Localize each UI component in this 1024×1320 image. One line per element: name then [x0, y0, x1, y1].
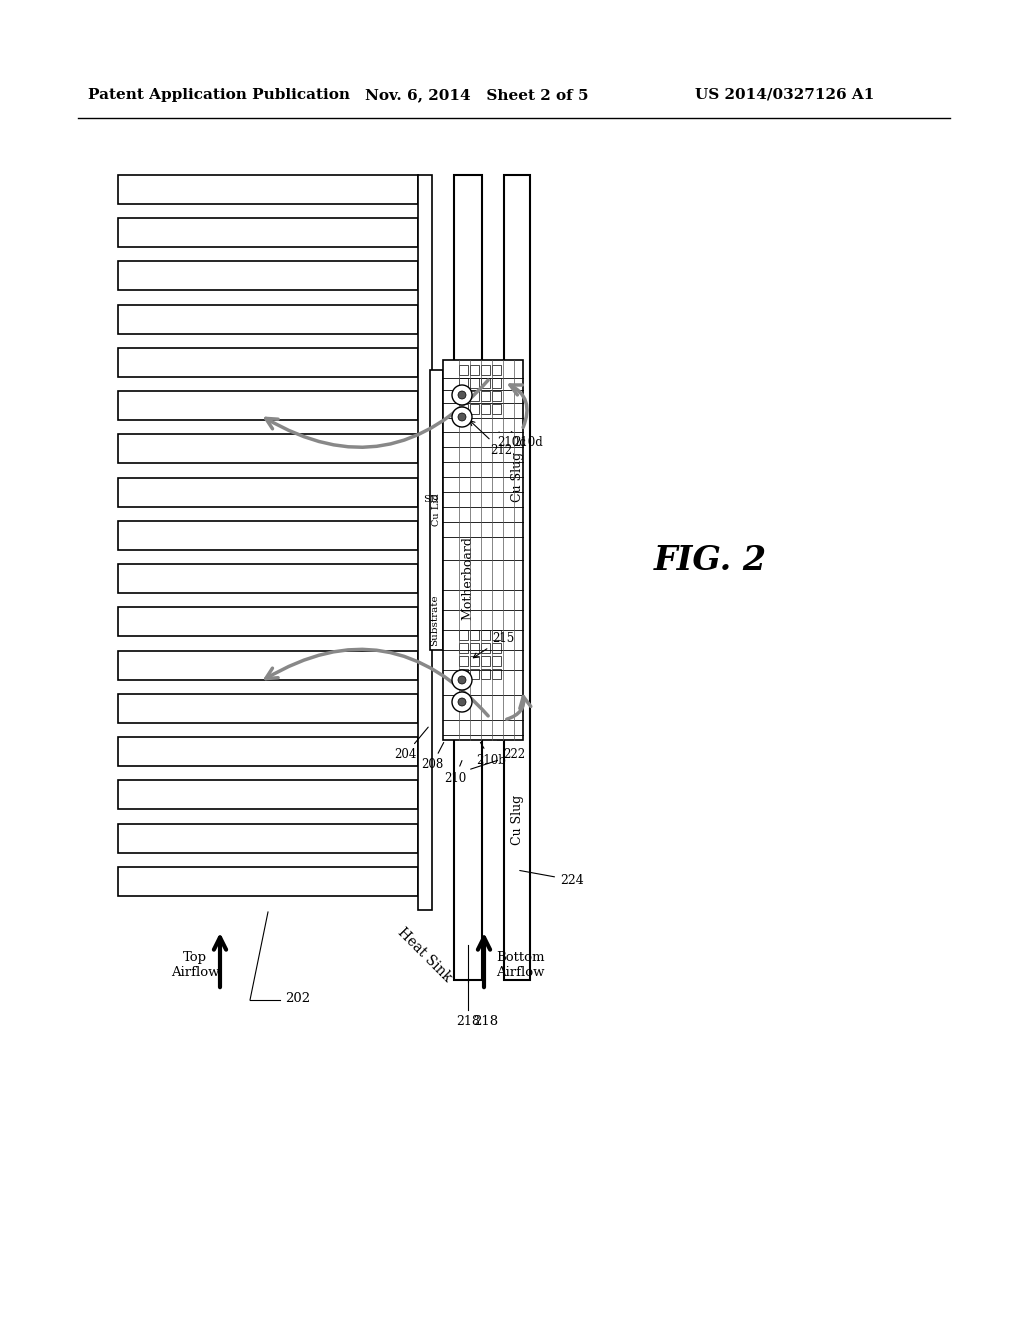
Bar — [118, 521, 418, 550]
Bar — [470, 366, 479, 375]
Bar — [118, 434, 418, 463]
Bar — [481, 378, 490, 388]
Bar — [118, 737, 418, 766]
Bar — [492, 643, 501, 653]
Bar — [504, 176, 530, 979]
Bar — [470, 656, 479, 667]
Bar — [492, 391, 501, 401]
Text: 210b: 210b — [476, 742, 506, 767]
Bar — [118, 824, 418, 853]
Text: Nov. 6, 2014   Sheet 2 of 5: Nov. 6, 2014 Sheet 2 of 5 — [365, 88, 589, 102]
Bar — [470, 391, 479, 401]
Bar — [492, 378, 501, 388]
Text: FIG. 2: FIG. 2 — [653, 544, 767, 577]
Bar — [118, 651, 418, 680]
Bar — [470, 630, 479, 640]
Text: 204: 204 — [394, 727, 428, 762]
Bar — [459, 391, 468, 401]
Bar — [481, 643, 490, 653]
Bar — [118, 391, 418, 420]
Bar — [481, 366, 490, 375]
Bar — [118, 780, 418, 809]
Text: 212: 212 — [470, 421, 512, 457]
Text: 218: 218 — [473, 1015, 498, 1028]
Bar — [118, 348, 418, 378]
Bar — [492, 669, 501, 678]
Bar — [443, 360, 523, 741]
Bar — [118, 305, 418, 334]
Bar — [470, 643, 479, 653]
Text: Top
Airflow: Top Airflow — [171, 950, 219, 979]
Text: Cu Slug: Cu Slug — [511, 451, 523, 502]
Circle shape — [452, 671, 472, 690]
Bar — [118, 564, 418, 593]
Bar — [454, 176, 482, 979]
Text: Bottom
Airflow: Bottom Airflow — [496, 950, 545, 979]
Bar — [481, 404, 490, 414]
Bar — [118, 694, 418, 723]
Bar — [118, 607, 418, 636]
Text: Substrate: Substrate — [430, 594, 439, 645]
Bar — [430, 370, 443, 649]
Bar — [118, 478, 418, 507]
Bar — [459, 643, 468, 653]
Bar — [492, 404, 501, 414]
Bar — [481, 391, 490, 401]
Bar — [481, 656, 490, 667]
Circle shape — [458, 391, 466, 399]
Bar — [470, 669, 479, 678]
Bar — [492, 630, 501, 640]
Bar — [118, 176, 418, 205]
Text: 222: 222 — [471, 748, 525, 770]
Text: Heat Sink: Heat Sink — [395, 925, 455, 985]
Circle shape — [458, 413, 466, 421]
Circle shape — [458, 676, 466, 684]
Bar — [459, 366, 468, 375]
Bar — [481, 669, 490, 678]
Bar — [470, 404, 479, 414]
Circle shape — [452, 385, 472, 405]
Text: 208: 208 — [421, 742, 443, 771]
Text: 218: 218 — [456, 1015, 480, 1028]
Text: 215: 215 — [473, 631, 514, 657]
Bar — [470, 378, 479, 388]
Bar — [459, 404, 468, 414]
Circle shape — [452, 407, 472, 426]
Circle shape — [452, 692, 472, 711]
Bar — [459, 656, 468, 667]
Text: Cu Slug: Cu Slug — [511, 795, 523, 845]
Text: 202: 202 — [285, 991, 310, 1005]
Bar — [118, 867, 418, 896]
Text: 210: 210 — [443, 760, 466, 784]
Text: US 2014/0327126 A1: US 2014/0327126 A1 — [695, 88, 874, 102]
Bar — [459, 669, 468, 678]
Bar — [118, 261, 418, 290]
Text: Patent Application Publication: Patent Application Publication — [88, 88, 350, 102]
Text: Motherboard: Motherboard — [462, 536, 474, 619]
Text: SD: SD — [424, 495, 439, 504]
Bar — [497, 360, 523, 741]
Text: 210d: 210d — [511, 432, 543, 450]
Bar — [459, 630, 468, 640]
Text: 210c: 210c — [497, 432, 526, 450]
Bar — [492, 366, 501, 375]
Bar — [481, 630, 490, 640]
Bar — [418, 176, 432, 909]
Bar — [459, 378, 468, 388]
Bar — [118, 218, 418, 247]
Bar — [492, 656, 501, 667]
Text: 224: 224 — [520, 870, 584, 887]
Circle shape — [458, 698, 466, 706]
Text: Cu Lid: Cu Lid — [432, 494, 441, 527]
